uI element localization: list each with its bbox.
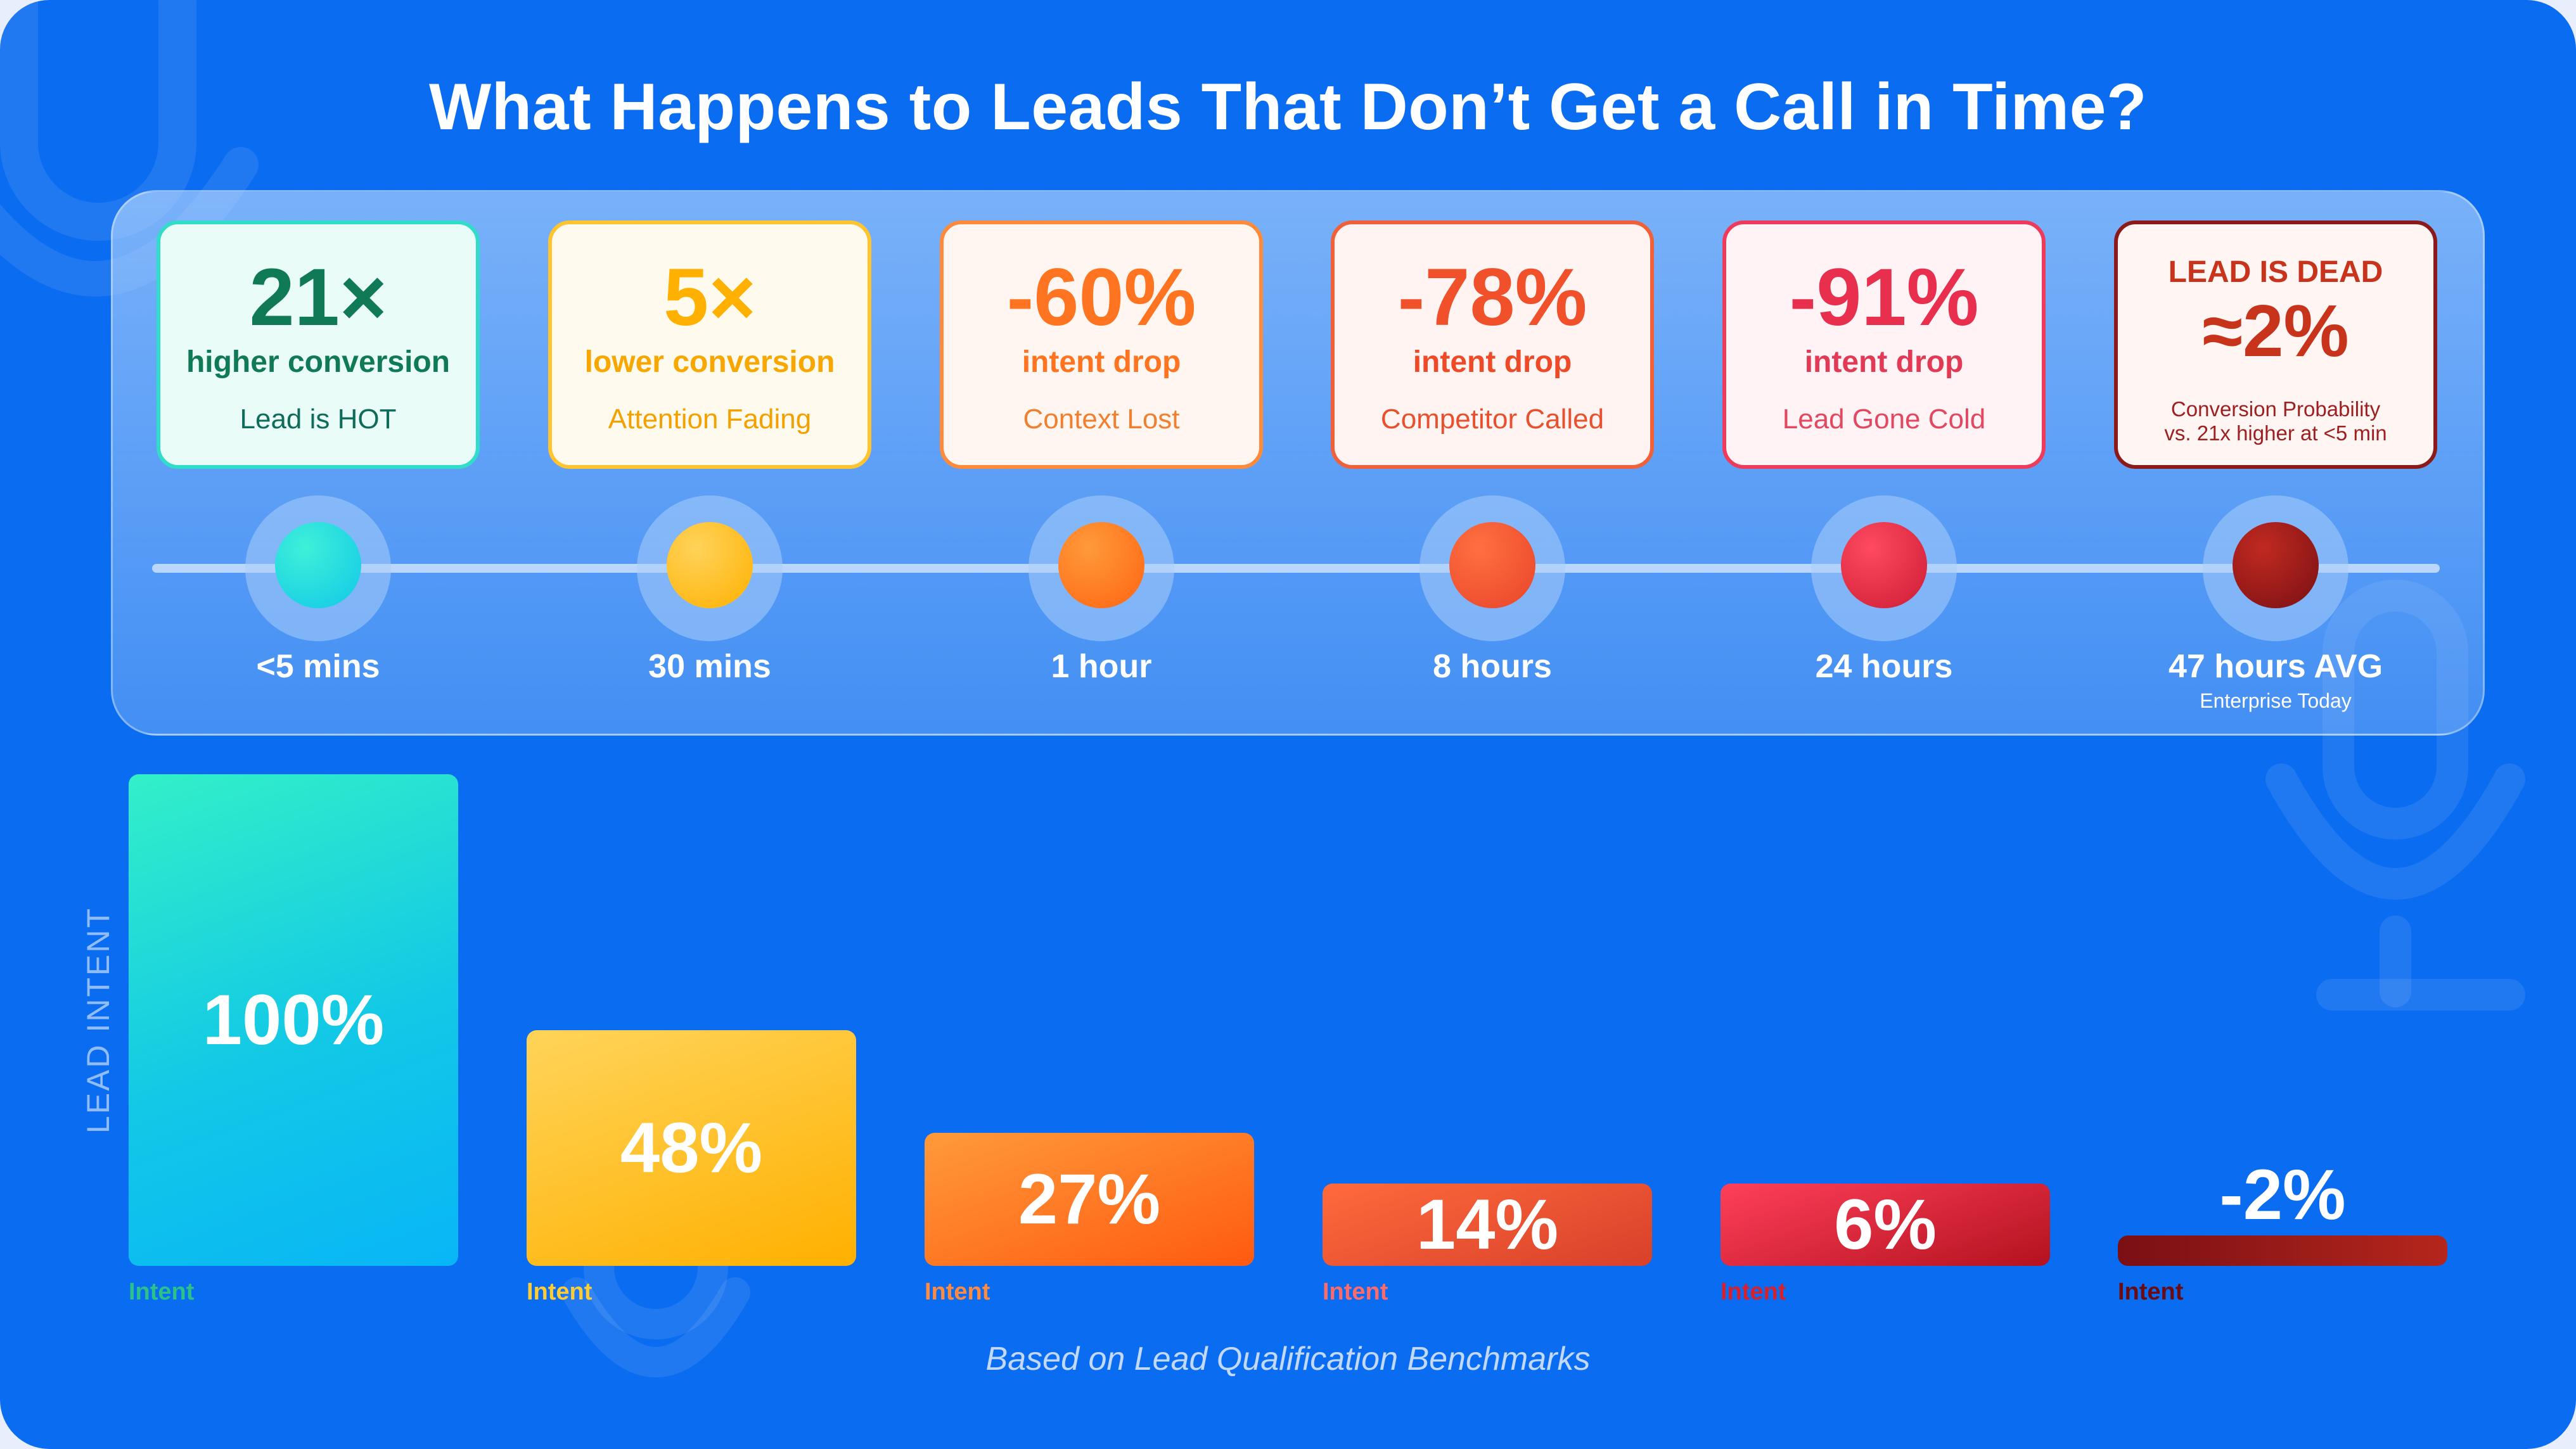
stage-card-dead: LEAD IS DEAD ≈2% Conversion Probability … <box>2114 220 2437 469</box>
bar-caption: Intent <box>2118 1279 2184 1305</box>
stage-card-context-lost: -60% intent drop Context Lost <box>940 220 1263 469</box>
stage-status-line1: Conversion Probability <box>2170 397 2381 421</box>
bar-value-label: 48% <box>620 1107 763 1187</box>
bar-value-label: 14% <box>1416 1185 1559 1264</box>
stage-metric: higher conversion <box>186 345 451 379</box>
timeline-dot-cold <box>1841 522 1927 608</box>
bar-1-hour <box>925 1133 1254 1266</box>
stage-percent: -78% <box>1397 252 1587 343</box>
timeline-dot-competitor <box>1449 522 1535 608</box>
timeline-time-label: 30 mins <box>648 648 771 685</box>
timeline-dot-fading <box>667 522 753 608</box>
stage-status: Lead Gone Cold <box>1782 404 1986 435</box>
bar-47-hours <box>2118 1235 2447 1266</box>
timeline-dot-dead <box>2233 522 2319 608</box>
footnote: Based on Lead Qualification Benchmarks <box>985 1341 1591 1377</box>
timeline-time-label: 8 hours <box>1433 648 1552 685</box>
bar-caption: Intent <box>129 1279 195 1305</box>
bar-value-label: 100% <box>202 980 385 1059</box>
bar-8-hours <box>1323 1184 1652 1266</box>
timeline-dot-hot <box>275 522 361 608</box>
bar-30-mins <box>527 1030 856 1266</box>
stage-percent: ≈2% <box>2202 290 2349 372</box>
stage-multiplier: 5× <box>663 252 756 343</box>
stage-status: Lead is HOT <box>240 404 397 435</box>
timeline-time-label: <5 mins <box>256 648 380 685</box>
stage-metric: lower conversion <box>584 345 835 379</box>
timeline-time-sublabel: Enterprise Today <box>2200 689 2352 712</box>
timeline-dot-context-lost <box>1058 522 1144 608</box>
stage-metric: intent drop <box>1022 345 1181 379</box>
bar-value-label: 27% <box>1018 1159 1161 1239</box>
stage-status: Context Lost <box>1023 404 1180 435</box>
timeline-time-label: 47 hours AVG <box>2168 648 2383 685</box>
bar-caption: Intent <box>527 1279 593 1305</box>
y-axis-label: LEAD INTENT <box>80 906 116 1134</box>
stage-card-cold: -91% intent drop Lead Gone Cold <box>1722 220 2046 469</box>
stage-status: Competitor Called <box>1380 404 1605 435</box>
timeline-time-label: 24 hours <box>1815 648 1953 685</box>
stage-card-competitor: -78% intent drop Competitor Called <box>1331 220 1654 469</box>
stage-card-hot: 21× higher conversion Lead is HOT <box>157 220 480 469</box>
bar-caption: Intent <box>1323 1279 1388 1305</box>
stage-percent: -60% <box>1006 252 1196 343</box>
bar-caption: Intent <box>1721 1279 1786 1305</box>
stage-percent: -91% <box>1789 252 1979 343</box>
stage-heading: LEAD IS DEAD <box>2168 255 2383 289</box>
bar-caption: Intent <box>925 1279 990 1305</box>
bar-24-hours <box>1721 1184 2050 1266</box>
stage-card-fading: 5× lower conversion Attention Fading <box>548 220 871 469</box>
bar-value-label: 6% <box>1834 1185 1937 1264</box>
stage-status-line2: vs. 21x higher at <5 min <box>2164 421 2387 445</box>
stage-status: Attention Fading <box>608 404 812 435</box>
page-title: What Happens to Leads That Don’t Get a C… <box>428 70 2147 144</box>
timeline-track <box>152 564 2440 573</box>
stage-multiplier: 21× <box>249 252 387 343</box>
bar-value-label: -2% <box>2219 1155 2346 1234</box>
timeline-panel <box>111 190 2485 736</box>
timeline-time-label: 1 hour <box>1051 648 1152 685</box>
bar-lt5-mins <box>129 774 458 1266</box>
stage-metric: intent drop <box>1413 345 1572 379</box>
stage-metric: intent drop <box>1804 345 1964 379</box>
